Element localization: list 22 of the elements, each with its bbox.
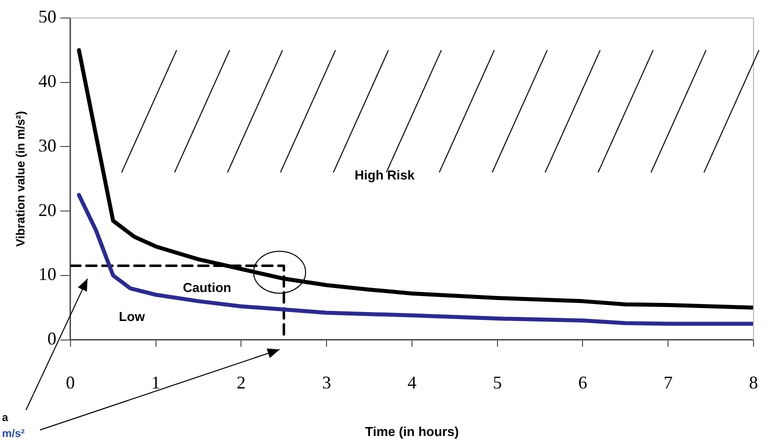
x-tick-label: 5 [492, 372, 502, 392]
y-tick-label: 10 [38, 264, 56, 284]
text: m/s² [2, 428, 25, 440]
annotation: Caution [182, 280, 232, 295]
y-tick-label: 50 [38, 6, 56, 27]
y-tick-label: 30 [38, 135, 56, 156]
x-tick-label: 3 [322, 372, 332, 392]
x-tick-label: 4 [407, 372, 416, 392]
text: a [2, 412, 9, 424]
y-axis-title: Vibration value (in m/s²) [14, 110, 28, 247]
x-tick-label: 2 [236, 372, 246, 392]
annotation: Low [118, 308, 146, 324]
x-tick-label: 8 [749, 372, 758, 392]
x-axis-title: Time (in hours) [365, 424, 459, 439]
y-tick-label: 40 [38, 71, 56, 92]
x-tick-label: 7 [664, 372, 673, 392]
x-tick-label: 0 [66, 372, 75, 392]
y-tick-label: 0 [47, 328, 56, 349]
annotation: High Risk [354, 167, 416, 182]
x-tick-label: 1 [151, 372, 160, 392]
x-tick-label: 6 [578, 372, 588, 392]
y-tick-label: 20 [38, 200, 56, 220]
